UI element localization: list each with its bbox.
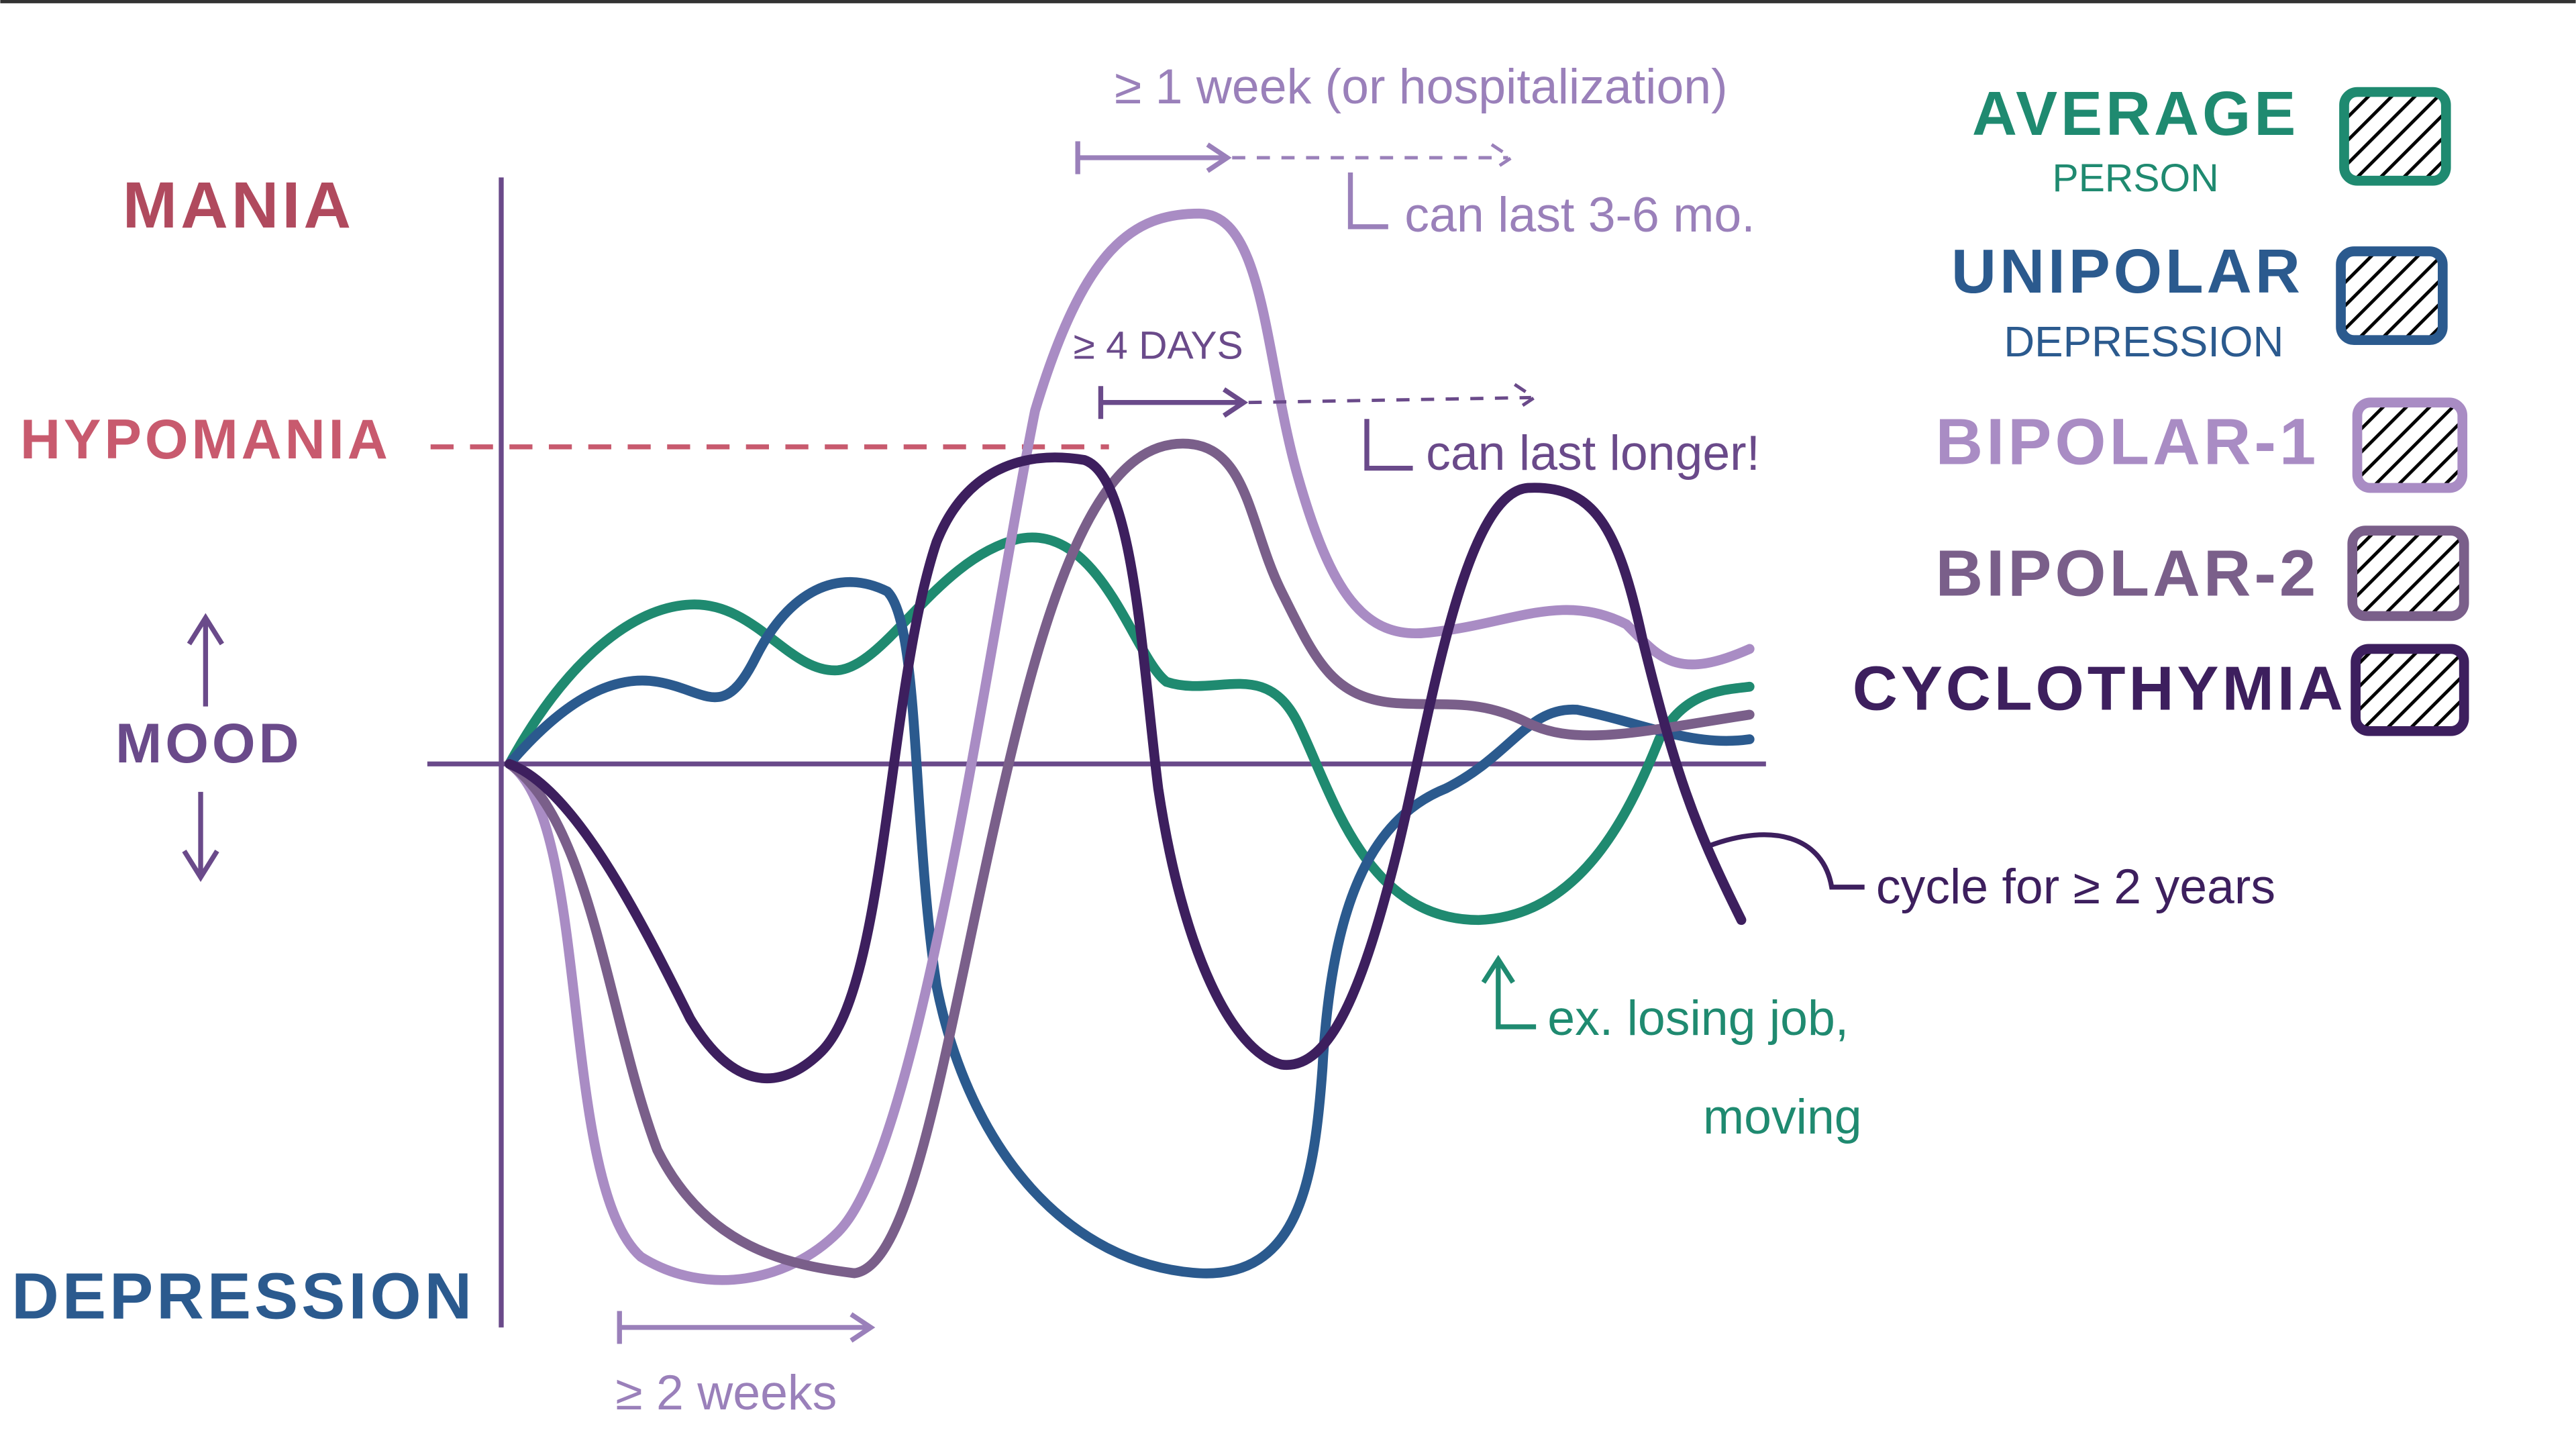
three-six-note: can last 3-6 mo. <box>1404 187 1755 242</box>
moving-note: moving <box>1703 1089 1862 1144</box>
two-weeks-note: ≥ 2 weeks <box>615 1365 837 1420</box>
one-week-dashed <box>1232 143 1514 172</box>
legend-swatch <box>2339 87 2451 186</box>
legend-unipolar: UNIPOLAR DEPRESSION <box>1951 236 2448 366</box>
four-days-note: ≥ 4 DAYS <box>1074 323 1243 367</box>
job-note: ex. losing job, <box>1547 991 1849 1046</box>
legend-bipolar1: BIPOLAR-1 <box>1935 397 2468 493</box>
legend-label: BIPOLAR-2 <box>1935 536 2319 610</box>
mood-label: MOOD <box>115 712 302 775</box>
bipolar1-curve <box>504 208 1755 1285</box>
mood-arrows <box>182 613 224 883</box>
two-years-note: cycle for ≥ 2 years <box>1876 859 2275 914</box>
hypomania-label: HYPOMANIA <box>20 408 391 470</box>
four-days-arrow <box>1098 386 1249 419</box>
legend-label: BIPOLAR-1 <box>1935 405 2319 479</box>
bipolar2-curve <box>504 438 1755 1279</box>
three-six-hook <box>1347 172 1388 230</box>
depression-label: DEPRESSION <box>11 1259 475 1333</box>
longer-hook <box>1364 419 1413 471</box>
legend-swatch <box>2352 397 2468 493</box>
cyclothymia-curve <box>504 452 1747 1083</box>
legend-sub: DEPRESSION <box>2004 318 2283 366</box>
two-years-hook <box>1707 832 1865 890</box>
legend-label: UNIPOLAR <box>1951 236 2304 306</box>
legend-label: AVERAGE <box>1972 79 2299 148</box>
four-days-dashed <box>1248 383 1538 412</box>
one-week-note: ≥ 1 week (or hospitalization) <box>1115 59 1728 114</box>
unipolar-curve <box>504 577 1755 1279</box>
job-hook <box>1481 954 1537 1030</box>
longer-note: can last longer! <box>1426 426 1760 481</box>
legend-swatch <box>2336 246 2448 346</box>
mania-label: MANIA <box>123 168 354 242</box>
average-curve <box>504 532 1755 926</box>
legend-swatch <box>2347 526 2469 621</box>
legend-bipolar2: BIPOLAR-2 <box>1935 526 2469 621</box>
legend-sub: PERSON <box>2053 156 2219 200</box>
legend-cyclothymia: CYCLOTHYMIA <box>1853 644 2469 736</box>
one-week-arrow <box>1075 141 1232 174</box>
two-weeks-arrow <box>617 1311 876 1344</box>
legend-label: CYCLOTHYMIA <box>1853 654 2347 723</box>
legend-average: AVERAGE PERSON <box>1972 79 2451 200</box>
legend-swatch <box>2351 644 2469 736</box>
